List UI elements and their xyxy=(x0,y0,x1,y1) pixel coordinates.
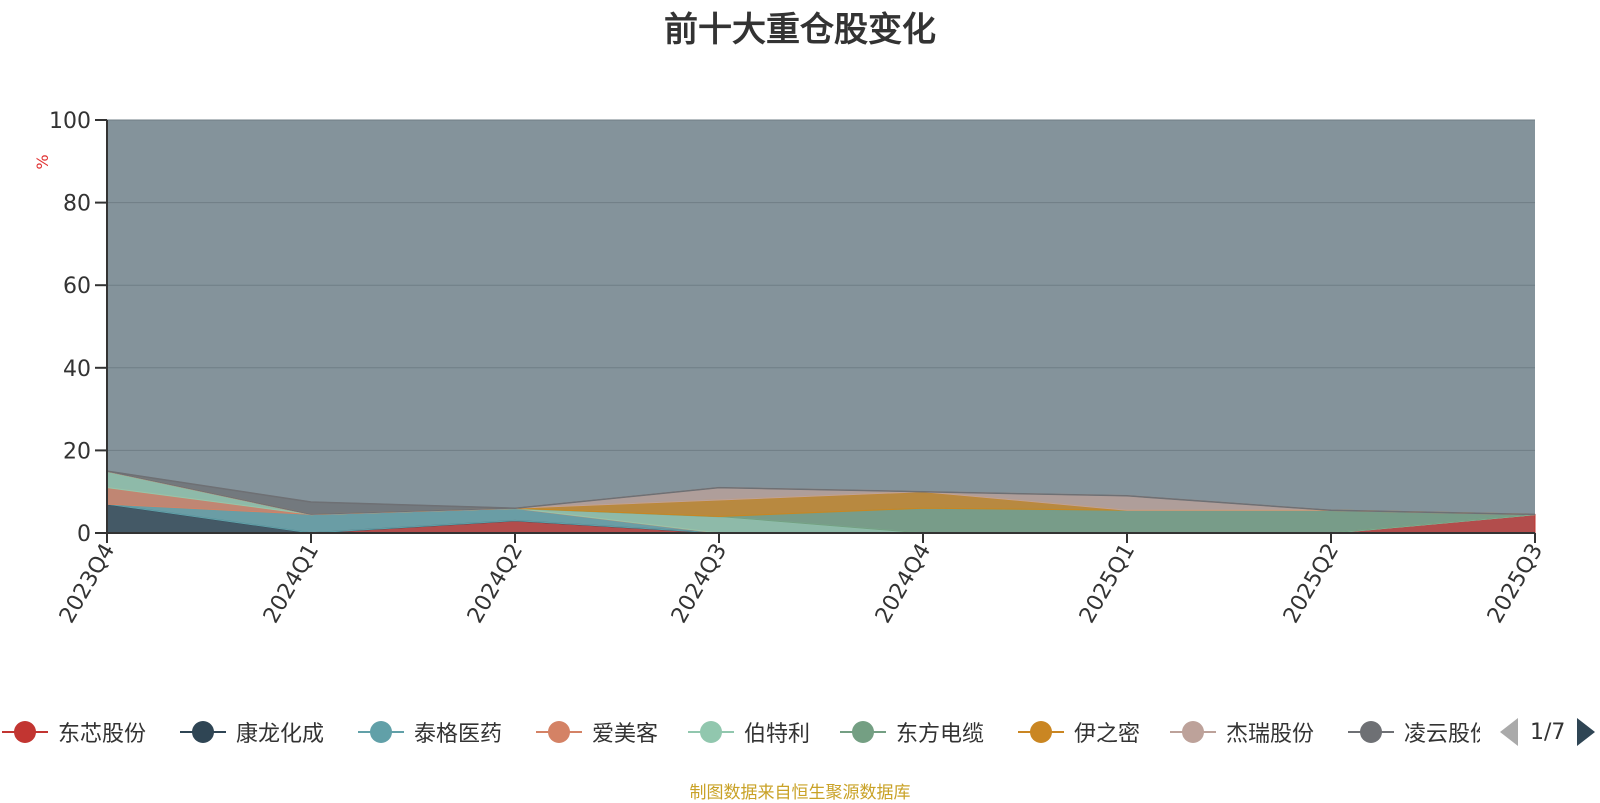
legend-marker-dot xyxy=(370,721,392,743)
legend-marker-dot xyxy=(1182,721,1204,743)
legend-pager: 1/7 xyxy=(1500,712,1596,752)
remainder-area xyxy=(107,120,1535,533)
x-tick-label: 2025Q2 xyxy=(1279,540,1344,628)
legend: 东芯股份 康龙化成 泰格医药 爱美客 伯特利 东方电缆 伊之密 杰瑞股份 凌云股份 xyxy=(0,712,1480,752)
y-tick-label: 0 xyxy=(77,522,91,547)
x-tick-label: 2024Q3 xyxy=(667,540,732,628)
legend-marker-icon xyxy=(1016,712,1066,752)
legend-marker-icon xyxy=(686,712,736,752)
x-tick-label: 2023Q4 xyxy=(55,540,120,628)
x-tick-label: 2025Q1 xyxy=(1075,540,1140,628)
legend-marker-dot xyxy=(700,721,722,743)
series-line-凌云股份 xyxy=(106,470,1536,516)
legend-item[interactable]: 凌云股份 xyxy=(1346,712,1480,752)
legend-marker-icon xyxy=(1346,712,1396,752)
legend-marker-dot xyxy=(852,721,874,743)
legend-label: 杰瑞股份 xyxy=(1226,722,1315,747)
x-tick-label: 2024Q1 xyxy=(259,540,324,628)
x-tick-label: 2025Q3 xyxy=(1483,540,1548,628)
legend-label: 康龙化成 xyxy=(236,722,325,747)
legend-item[interactable]: 泰格医药 xyxy=(356,712,502,752)
legend-label: 东方电缆 xyxy=(896,722,985,747)
legend-next-page-icon[interactable] xyxy=(1577,718,1596,746)
legend-marker-dot xyxy=(1030,721,1052,743)
legend-marker-dot xyxy=(1360,721,1382,743)
legend-item[interactable]: 伯特利 xyxy=(686,712,810,752)
legend-label: 泰格医药 xyxy=(414,722,503,747)
legend-item[interactable]: 康龙化成 xyxy=(178,712,324,752)
legend-marker-icon xyxy=(356,712,406,752)
legend-marker-dot xyxy=(548,721,570,743)
y-axis-label: % xyxy=(33,154,52,169)
legend-marker-icon xyxy=(1168,712,1218,752)
x-tick-label: 2024Q2 xyxy=(463,540,528,628)
legend-item[interactable]: 杰瑞股份 xyxy=(1168,712,1314,752)
legend-marker-icon xyxy=(838,712,888,752)
data-source-note: 制图数据来自恒生聚源数据库 xyxy=(689,783,911,803)
legend-marker-icon xyxy=(0,712,50,752)
y-tick-label: 20 xyxy=(63,439,91,464)
legend-label: 爱美客 xyxy=(592,722,659,747)
x-tick-label: 2024Q4 xyxy=(871,540,936,628)
legend-label: 东芯股份 xyxy=(58,722,147,747)
legend-marker-dot xyxy=(192,721,214,743)
legend-label: 凌云股份 xyxy=(1404,722,1480,747)
legend-item[interactable]: 东芯股份 xyxy=(0,712,146,752)
legend-page-indicator: 1/7 xyxy=(1530,719,1566,745)
legend-prev-page-icon[interactable] xyxy=(1500,718,1518,746)
legend-marker-icon xyxy=(534,712,584,752)
y-tick-label: 40 xyxy=(63,357,91,382)
legend-label: 伊之密 xyxy=(1074,722,1141,747)
legend-item[interactable]: 爱美客 xyxy=(534,712,658,752)
y-tick-label: 60 xyxy=(63,274,91,299)
legend-marker-icon xyxy=(178,712,228,752)
legend-marker-dot xyxy=(14,721,36,743)
y-tick-label: 100 xyxy=(49,109,91,134)
legend-item[interactable]: 伊之密 xyxy=(1016,712,1140,752)
y-tick-label: 80 xyxy=(63,192,91,217)
legend-label: 伯特利 xyxy=(744,722,811,747)
chart-title: 前十大重仓股变化 xyxy=(664,10,936,50)
legend-item[interactable]: 东方电缆 xyxy=(838,712,984,752)
